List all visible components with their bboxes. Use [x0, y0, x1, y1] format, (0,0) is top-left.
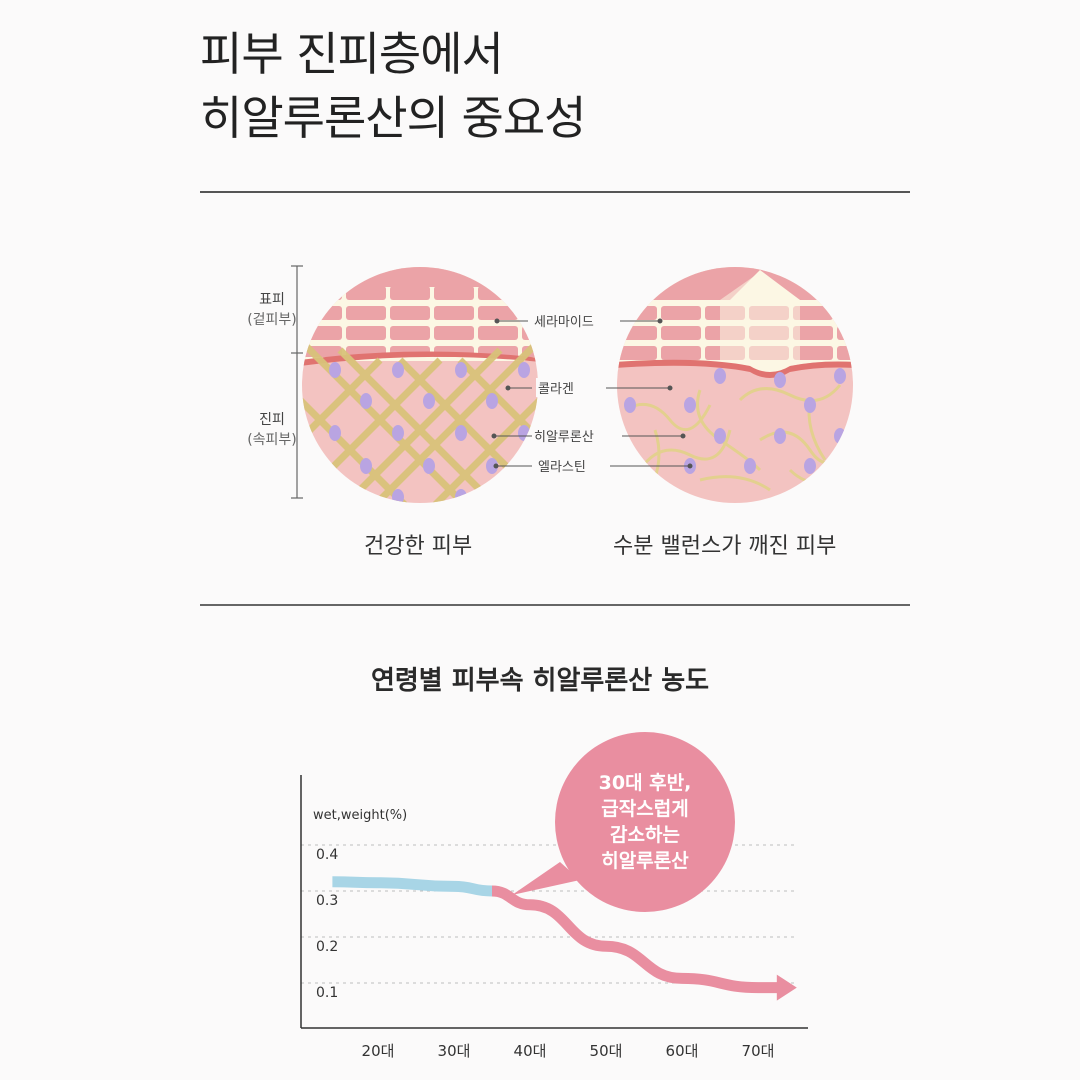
callout-elastin: 엘라스틴	[536, 456, 588, 475]
title-line-2: 히알루론산의 중요성	[200, 91, 587, 145]
x-tick-label: 30대	[437, 1042, 471, 1060]
dermis-label-text: 진피	[259, 412, 285, 428]
title-line-1: 피부 진피층에서	[200, 27, 504, 81]
epidermis-label: 표피 (겉피부)	[222, 290, 322, 330]
annotation-line-3: 감소하는	[610, 824, 680, 846]
caption-broken-skin: 수분 밸런스가 깨진 피부	[613, 534, 837, 559]
annotation-line-2: 급작스럽게	[601, 798, 689, 820]
callout-hyaluronic-acid: 히알루론산	[532, 426, 596, 445]
epidermis-label-text: 표피	[259, 292, 285, 308]
callout-collagen: 콜라겐	[536, 378, 576, 397]
x-tick-label: 40대	[513, 1042, 547, 1060]
x-tick-label: 70대	[741, 1042, 775, 1060]
annotation-line-4: 히알루론산	[601, 850, 689, 872]
y-tick-label: 0.2	[316, 939, 339, 955]
top-divider	[200, 191, 910, 193]
annotation-line-1: 30대 후반,	[598, 772, 692, 794]
x-tick-label: 60대	[665, 1042, 699, 1060]
page-title: 피부 진피층에서 히알루론산의 중요성	[200, 22, 587, 150]
dermis-label-sub: (속피부)	[247, 432, 297, 448]
annotation-bubble	[512, 732, 735, 912]
callout-ceramide: 세라마이드	[532, 311, 596, 330]
x-tick-label: 20대	[361, 1042, 395, 1060]
middle-divider	[200, 604, 910, 606]
epidermis-label-sub: (겉피부)	[247, 312, 297, 328]
chart-title: 연령별 피부속 히알루론산 농도	[370, 666, 710, 696]
y-tick-label: 0.4	[316, 847, 339, 863]
annotation-text: 30대 후반, 급작스럽게 감소하는 히알루론산	[555, 770, 735, 874]
dermis-label: 진피 (속피부)	[222, 410, 322, 450]
layer-bracket	[291, 265, 303, 499]
x-tick-label: 50대	[589, 1042, 623, 1060]
y-tick-label: 0.1	[316, 985, 339, 1001]
series-line-early	[332, 876, 493, 897]
y-axis-label: wet,weight(%)	[313, 808, 408, 823]
callout-lines	[491, 318, 693, 469]
series-line-decline	[491, 885, 781, 994]
series-arrowhead	[776, 974, 797, 1001]
broken-skin-circle	[617, 267, 853, 503]
caption-healthy-skin: 건강한 피부	[364, 534, 473, 559]
y-tick-label: 0.3	[316, 893, 339, 909]
